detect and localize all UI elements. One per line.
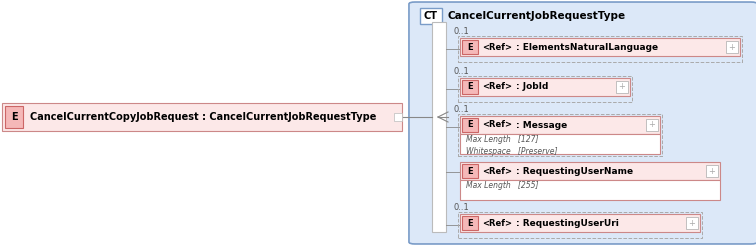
- Bar: [726, 41, 738, 53]
- Text: Whitespace   [Preserve]: Whitespace [Preserve]: [466, 146, 557, 156]
- Bar: [646, 119, 658, 131]
- Text: <Ref>: <Ref>: [482, 166, 512, 176]
- Text: 0..1: 0..1: [453, 27, 469, 37]
- Bar: [420, 8, 442, 24]
- Bar: [462, 40, 478, 54]
- Text: : RequestingUserUri: : RequestingUserUri: [516, 219, 619, 227]
- Text: +: +: [689, 219, 696, 227]
- Bar: [432, 22, 446, 232]
- Bar: [462, 216, 478, 230]
- Bar: [462, 164, 478, 178]
- Text: CancelCurrentJobRequestType: CancelCurrentJobRequestType: [447, 11, 625, 21]
- Text: 0..1: 0..1: [453, 67, 469, 77]
- Bar: [462, 80, 478, 94]
- Bar: [458, 114, 662, 156]
- Bar: [460, 116, 660, 134]
- Text: 0..1: 0..1: [453, 204, 469, 212]
- Text: <Ref>: <Ref>: [482, 121, 512, 129]
- Bar: [460, 38, 740, 56]
- Bar: [458, 212, 702, 238]
- Bar: [460, 162, 720, 180]
- Bar: [458, 76, 632, 102]
- Text: 0..1: 0..1: [453, 105, 469, 115]
- Bar: [462, 118, 478, 132]
- Text: +: +: [729, 42, 736, 52]
- FancyBboxPatch shape: [409, 2, 756, 244]
- Text: +: +: [708, 166, 715, 176]
- Bar: [616, 81, 628, 93]
- Bar: [686, 217, 698, 229]
- Text: <Ref>: <Ref>: [482, 82, 512, 91]
- Text: CT: CT: [424, 11, 438, 21]
- Text: +: +: [618, 82, 625, 91]
- Text: E: E: [467, 166, 472, 176]
- Text: E: E: [467, 42, 472, 52]
- Text: E: E: [467, 82, 472, 91]
- Text: : JobId: : JobId: [516, 82, 548, 91]
- Bar: [706, 165, 718, 177]
- Text: <Ref>: <Ref>: [482, 42, 512, 52]
- Text: : RequestingUserName: : RequestingUserName: [516, 166, 633, 176]
- Text: E: E: [467, 219, 472, 227]
- Bar: [2, 103, 402, 131]
- Bar: [458, 36, 742, 62]
- Text: Max Length   [127]: Max Length [127]: [466, 135, 538, 144]
- Bar: [460, 180, 720, 200]
- Bar: [460, 134, 660, 154]
- Bar: [460, 78, 630, 96]
- Text: CancelCurrentCopyJobRequest : CancelCurrentJobRequestType: CancelCurrentCopyJobRequest : CancelCurr…: [30, 112, 376, 122]
- Text: : ElementsNaturalLanguage: : ElementsNaturalLanguage: [516, 42, 658, 52]
- Bar: [460, 214, 700, 232]
- Text: Max Length   [255]: Max Length [255]: [466, 181, 538, 189]
- Bar: [394, 113, 402, 121]
- Text: : Message: : Message: [516, 121, 567, 129]
- Text: E: E: [11, 112, 17, 122]
- Text: E: E: [467, 121, 472, 129]
- Text: <Ref>: <Ref>: [482, 219, 512, 227]
- Text: +: +: [649, 121, 655, 129]
- Bar: [5, 106, 23, 128]
